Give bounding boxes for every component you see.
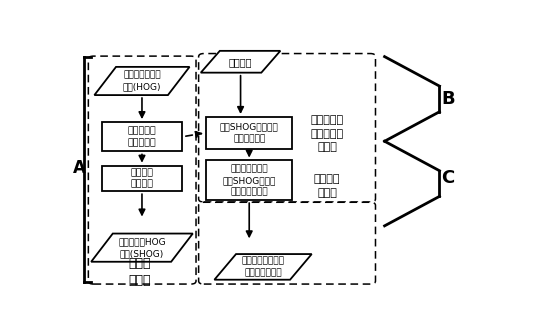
Text: 图像块内部
相似性计算: 图像块内部 相似性计算 <box>128 126 157 147</box>
FancyBboxPatch shape <box>102 122 182 152</box>
FancyBboxPatch shape <box>199 54 376 202</box>
Text: 梯度朝向直方图
特征(HOG): 梯度朝向直方图 特征(HOG) <box>123 71 161 91</box>
Text: A: A <box>73 159 86 177</box>
Text: 相似性特
征归一化: 相似性特 征归一化 <box>131 168 153 189</box>
Text: 块自相似性HOG
特征(SHOG): 块自相似性HOG 特征(SHOG) <box>118 237 166 258</box>
Polygon shape <box>94 67 190 95</box>
Text: C: C <box>441 169 455 187</box>
Text: 基于改进特征的红
外行人分类模型: 基于改进特征的红 外行人分类模型 <box>242 256 285 277</box>
Text: 特征改
进模块: 特征改 进模块 <box>128 257 151 287</box>
FancyBboxPatch shape <box>88 56 196 284</box>
FancyBboxPatch shape <box>206 161 292 200</box>
FancyBboxPatch shape <box>102 166 182 191</box>
Text: 特征提取与
噪声样本剔
除模块: 特征提取与 噪声样本剔 除模块 <box>310 115 344 152</box>
FancyBboxPatch shape <box>199 202 376 284</box>
Text: 对训练样本进行
基于SHOG的线性
支持向量机训练: 对训练样本进行 基于SHOG的线性 支持向量机训练 <box>223 164 276 197</box>
FancyBboxPatch shape <box>206 117 292 149</box>
Text: 基于SHOG特征聚类
剔除噪声样本: 基于SHOG特征聚类 剔除噪声样本 <box>220 123 278 143</box>
Text: 分类器训
练模块: 分类器训 练模块 <box>314 174 340 198</box>
Text: B: B <box>441 90 455 108</box>
Polygon shape <box>201 51 280 73</box>
Polygon shape <box>214 254 312 280</box>
Polygon shape <box>91 233 193 262</box>
Text: 训练样本: 训练样本 <box>229 57 252 67</box>
